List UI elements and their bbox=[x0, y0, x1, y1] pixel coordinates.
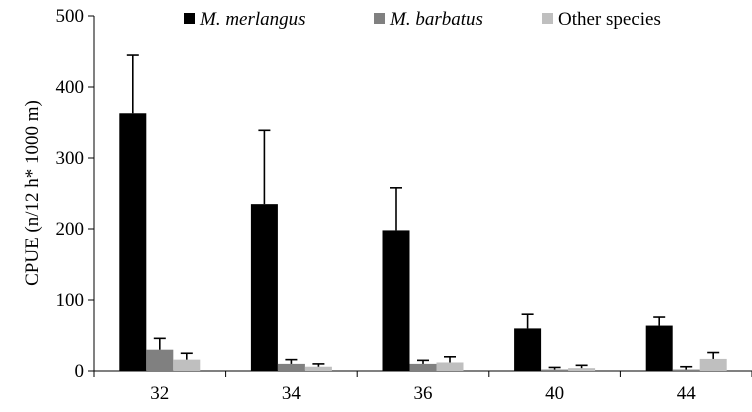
y-axis: 0 100 200 300 400 500 bbox=[56, 6, 95, 382]
legend-label: Other species bbox=[558, 9, 661, 30]
bar bbox=[304, 366, 332, 371]
bar bbox=[436, 362, 464, 371]
legend-swatch bbox=[184, 13, 195, 24]
legend-swatch bbox=[542, 13, 553, 24]
y-tick-label: 0 bbox=[75, 361, 85, 382]
bar bbox=[250, 204, 278, 371]
bar bbox=[672, 369, 700, 371]
bars bbox=[119, 54, 727, 372]
y-tick-label: 200 bbox=[56, 219, 85, 240]
y-tick-label: 300 bbox=[56, 148, 85, 169]
bar bbox=[645, 325, 673, 371]
x-tick-label: 34 bbox=[282, 383, 302, 404]
bar bbox=[173, 359, 201, 371]
x-tick-label: 40 bbox=[545, 383, 564, 404]
bar bbox=[119, 113, 147, 372]
y-tick-label: 500 bbox=[56, 6, 85, 27]
legend: M. merlangus M. barbatus Other species bbox=[184, 9, 661, 30]
legend-swatch bbox=[374, 13, 385, 24]
bar bbox=[699, 358, 727, 371]
x-tick-label: 36 bbox=[414, 383, 433, 404]
y-tick-label: 100 bbox=[56, 290, 85, 311]
y-tick-label: 400 bbox=[56, 77, 85, 98]
y-axis-title: CPUE (n/12 h* 1000 m) bbox=[22, 100, 43, 286]
legend-label: M. barbatus bbox=[389, 9, 483, 30]
bar bbox=[568, 368, 596, 371]
x-axis: 32 34 36 40 44 bbox=[93, 370, 752, 404]
bar bbox=[541, 369, 569, 371]
x-tick-label: 44 bbox=[677, 383, 697, 404]
bar bbox=[409, 363, 437, 371]
bar bbox=[277, 363, 305, 371]
bar bbox=[146, 349, 174, 371]
bar bbox=[514, 328, 542, 371]
x-tick-label: 32 bbox=[150, 383, 169, 404]
bar bbox=[382, 230, 410, 371]
legend-label: M. merlangus bbox=[199, 9, 306, 30]
